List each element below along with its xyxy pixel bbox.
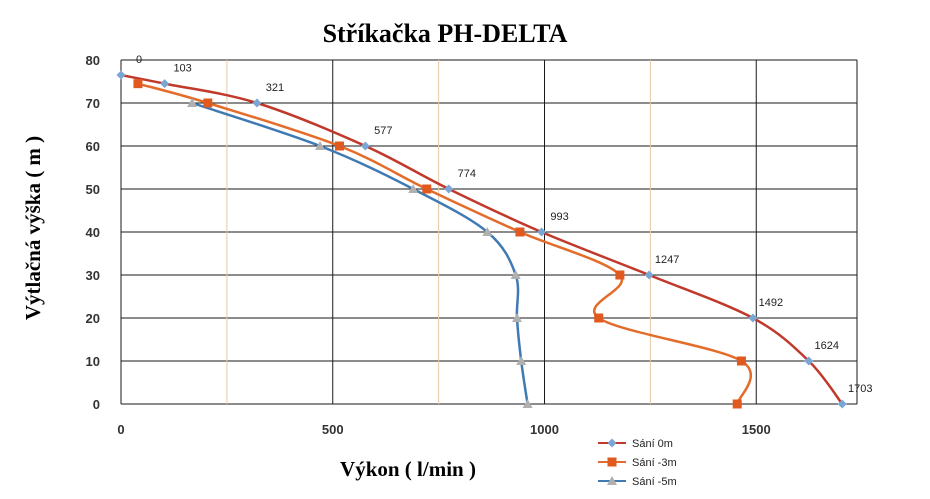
legend-label-sani-0m: Sání 0m (632, 438, 673, 450)
data-point-sani-3m (615, 270, 625, 280)
data-point-sani-0m (748, 313, 758, 323)
data-label: 1247 (655, 254, 679, 266)
series-line-sani-3m (137, 82, 752, 405)
x-tick-labels: 0 500 1000 1500 (117, 422, 770, 437)
data-point-sani-0m (644, 270, 654, 280)
data-point-sani-3m (203, 98, 213, 108)
legend-marker-sani-5m (607, 476, 617, 485)
y-tick-label: 70 (86, 96, 100, 111)
y-tick-label: 30 (86, 268, 100, 283)
data-label: 1624 (815, 340, 839, 352)
data-label: 1703 (848, 383, 872, 395)
data-point-sani-3m (133, 79, 143, 89)
data-point-sani-5m (511, 313, 522, 322)
data-point-sani-3m (736, 356, 746, 366)
data-label: 103 (173, 63, 191, 75)
x-tick-label: 1500 (742, 422, 771, 437)
x-tick-label: 1000 (530, 422, 559, 437)
y-tick-label: 50 (86, 182, 100, 197)
data-point-sani-0m (537, 227, 547, 237)
chart-title: Stříkačka PH-DELTA (323, 19, 568, 48)
data-point-sani-3m (335, 141, 345, 151)
data-label: 1492 (759, 297, 783, 309)
data-point-sani-5m (510, 270, 521, 279)
data-point-sani-5m (482, 227, 493, 236)
series-line-sani-0m (120, 73, 844, 405)
x-tick-label: 0 (117, 422, 124, 437)
y-tick-label: 20 (86, 311, 100, 326)
legend: Sání 0m Sání -3m Sání -5m (598, 438, 677, 488)
data-point-sani-0m (360, 141, 370, 151)
data-point-sani-0m (804, 356, 814, 366)
series-lines (120, 73, 844, 405)
y-tick-label: 80 (86, 53, 100, 68)
data-labels: 0 103 321 577 774 993 1247 1492 1624 1703 (136, 54, 873, 395)
legend-label-sani-3m: Sání -3m (632, 457, 677, 469)
data-point-sani-5m (522, 399, 533, 408)
x-tick-label: 500 (322, 422, 344, 437)
data-point-sani-5m (408, 184, 419, 193)
data-point-sani-5m (187, 98, 198, 107)
legend-label-sani-5m: Sání -5m (632, 476, 677, 488)
data-point-sani-0m (837, 399, 847, 409)
series-line-sani-5m (191, 101, 529, 405)
y-tick-labels: 0 10 20 30 40 50 60 70 80 (86, 53, 100, 412)
data-label: 577 (374, 125, 392, 137)
series-markers (116, 70, 847, 409)
y-tick-label: 60 (86, 139, 100, 154)
y-tick-label: 10 (86, 354, 100, 369)
data-label: 993 (550, 211, 568, 223)
data-label: 0 (136, 54, 142, 66)
y-tick-label: 0 (93, 397, 100, 412)
x-axis-title: Výkon ( l/min ) (340, 457, 476, 481)
data-label: 774 (458, 168, 476, 180)
data-point-sani-3m (515, 227, 525, 237)
legend-marker-sani-0m (607, 438, 617, 448)
y-axis-title: Výtlačná výška ( m ) (21, 136, 45, 320)
data-point-sani-0m (116, 70, 126, 80)
legend-marker-sani-3m (607, 457, 617, 467)
data-point-sani-3m (422, 184, 432, 194)
data-point-sani-0m (252, 98, 262, 108)
data-label: 321 (266, 82, 284, 94)
data-point-sani-3m (732, 399, 742, 409)
data-point-sani-3m (594, 313, 604, 323)
data-point-sani-5m (315, 141, 326, 150)
data-point-sani-0m (160, 79, 170, 89)
data-point-sani-0m (444, 184, 454, 194)
data-point-sani-5m (516, 356, 527, 365)
y-tick-label: 40 (86, 225, 100, 240)
